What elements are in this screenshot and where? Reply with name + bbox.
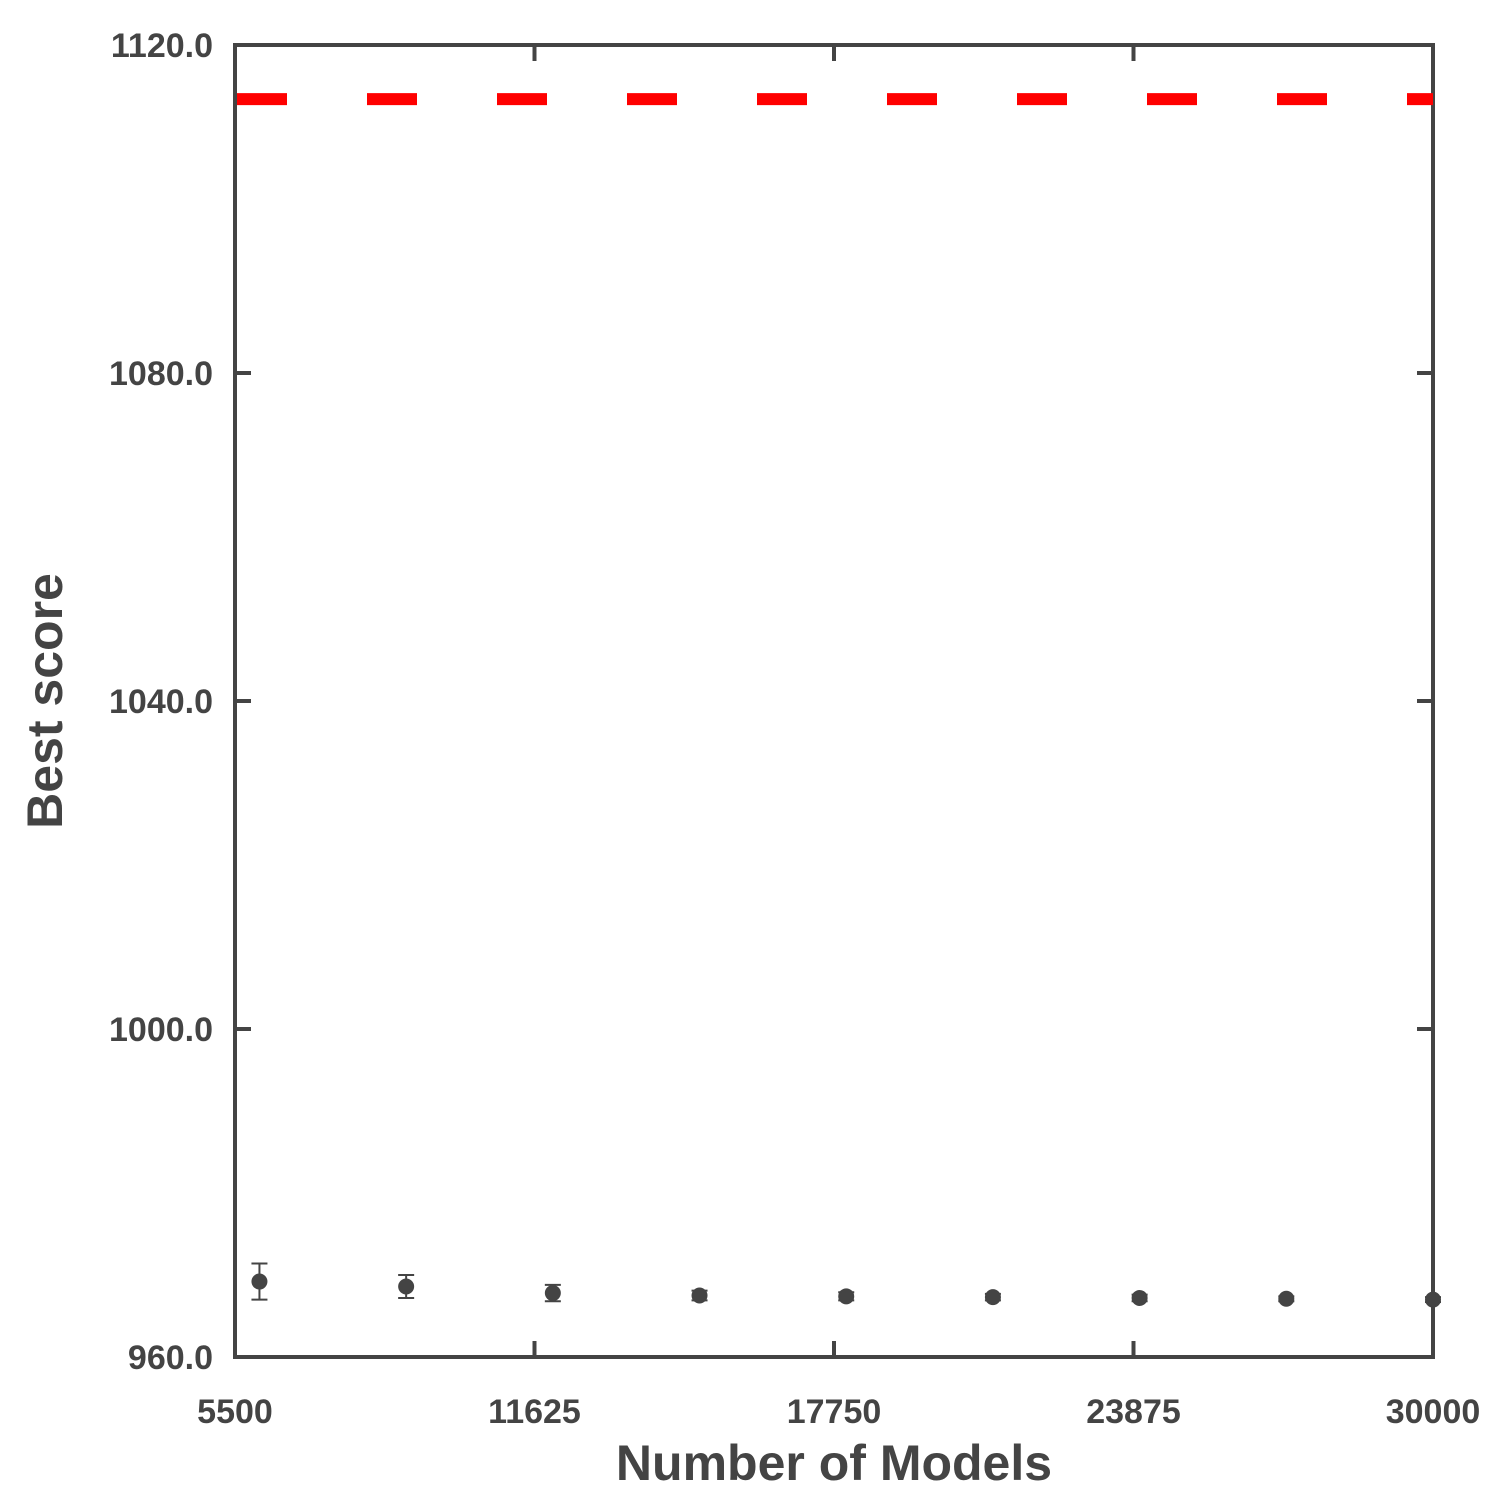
y-tick-label: 1120.0 [111,27,213,65]
point-marker [838,1288,855,1305]
point-marker [251,1273,268,1290]
data-point [1425,1291,1441,1308]
y-axis-title: Best score [17,573,73,829]
x-tick-label: 17750 [787,1393,882,1431]
data-point [984,1289,1001,1306]
plot-area-border [233,43,1435,1359]
data-point [1278,1290,1295,1307]
point-marker [1425,1291,1441,1308]
data-point [544,1283,561,1303]
y-axis-ticks: 960.0 1000.0 1040.0 1080.0 1120.0 [109,27,1433,1377]
y-tick-label: 1040.0 [109,683,213,721]
point-marker [691,1287,708,1304]
x-axis-title: Number of Models [616,1435,1052,1491]
data-point [251,1262,268,1301]
y-tick-label: 960.0 [128,1339,213,1377]
data-points [251,1262,1441,1308]
x-tick-label: 11625 [488,1393,581,1431]
point-marker [544,1285,561,1302]
data-point [398,1274,415,1299]
data-point [1131,1289,1148,1306]
point-marker [398,1278,415,1295]
x-axis-ticks: 5500 11625 17750 23875 30000 [197,45,1480,1431]
point-marker [1131,1289,1148,1306]
x-tick-label: 5500 [197,1393,273,1431]
data-point [838,1288,855,1305]
point-marker [984,1289,1001,1306]
data-point [691,1287,708,1304]
y-tick-label: 1080.0 [109,355,213,393]
plot-frame [233,43,1435,1359]
point-marker [1278,1290,1295,1307]
y-tick-label: 1000.0 [109,1011,213,1049]
x-tick-label: 23875 [1086,1393,1181,1431]
x-tick-label: 30000 [1386,1393,1481,1431]
